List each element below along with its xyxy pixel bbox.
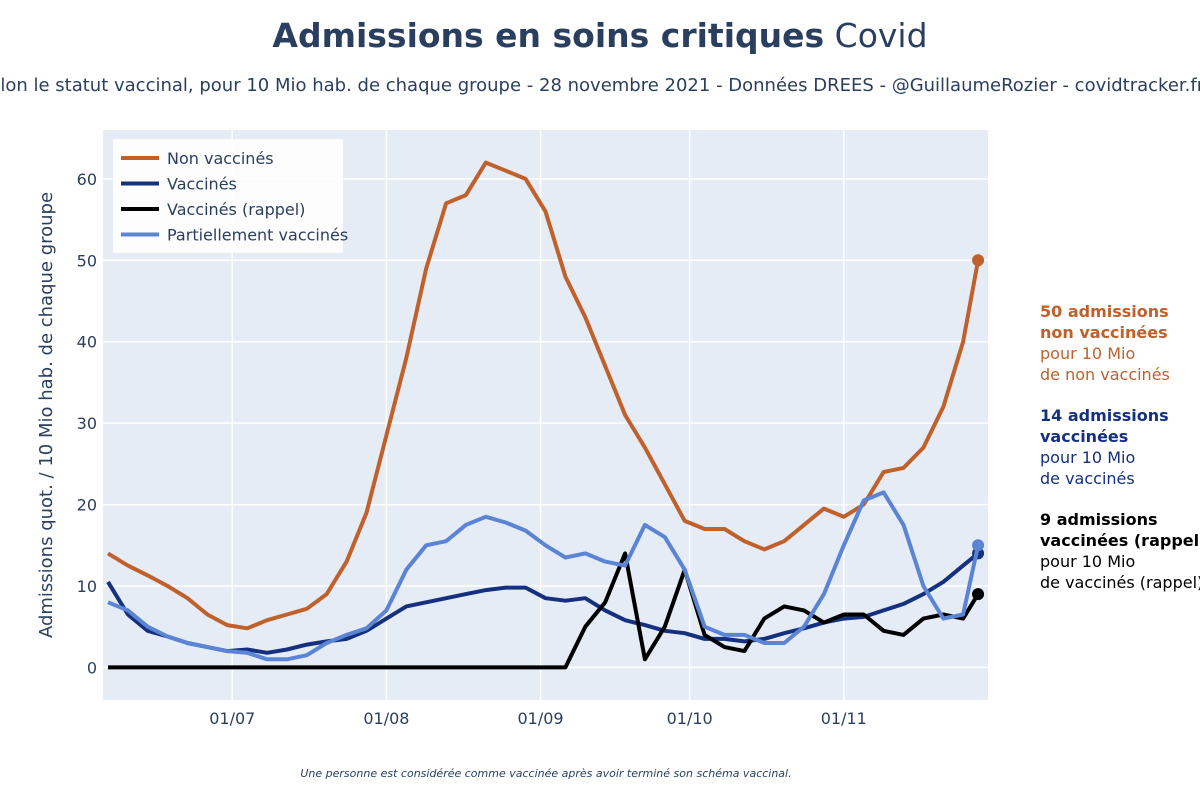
annotation-text: de non vaccinés [1040,365,1170,384]
x-tick-label: 01/09 [517,709,563,728]
series-line [106,551,980,655]
y-tick-label: 50 [77,251,97,270]
annotation-text: de vaccinés (rappel) [1040,573,1200,592]
x-tick-label: 01/08 [363,709,409,728]
y-tick-label: 0 [87,658,97,677]
title-rest: Covid [835,16,928,55]
legend-label: Vaccinés [167,175,237,194]
y-tick-label: 40 [77,333,97,352]
title-bold: Admissions en soins critiques [272,16,824,55]
end-marker [972,254,985,267]
series-line [106,160,981,631]
y-tick-label: 30 [77,414,97,433]
footnote: Une personne est considérée comme vaccin… [300,767,791,780]
annotation-bold: non vaccinées [1040,323,1168,342]
legend-label: Vaccinés (rappel) [167,200,305,219]
end-marker [972,539,985,552]
annotation-text: de vaccinés [1040,469,1135,488]
annotation-bold: vaccinées (rappel) [1040,531,1200,550]
annotation-bold: vaccinées [1040,427,1128,446]
series-line [107,490,981,662]
x-tick-label: 01/07 [209,709,255,728]
annotation-bold: 50 admissions [1040,302,1169,321]
x-tick-label: 01/11 [821,709,867,728]
subtitle: selon le statut vaccinal, pour 10 Mio ha… [0,75,1200,96]
annotation-bold: 14 admissions [1040,406,1169,425]
legend-label: Non vaccinés [167,149,274,168]
annotation-bold: 9 admissions [1040,510,1158,529]
annotation-text: pour 10 Mio [1040,448,1135,467]
y-tick-label: 60 [77,170,97,189]
series-line [108,551,980,670]
annotation-text: pour 10 Mio [1040,552,1135,571]
y-tick-label: 20 [77,496,97,515]
annotation-text: pour 10 Mio [1040,344,1135,363]
legend-label: Partiellement vaccinés [167,226,348,245]
y-tick-label: 10 [77,577,97,596]
chart-title: Admissions en soins critiques Covid [272,16,927,55]
y-axis-label: Admissions quot. / 10 Mio hab. de chaque… [36,192,57,638]
x-tick-label: 01/10 [667,709,713,728]
end-marker [972,588,985,601]
